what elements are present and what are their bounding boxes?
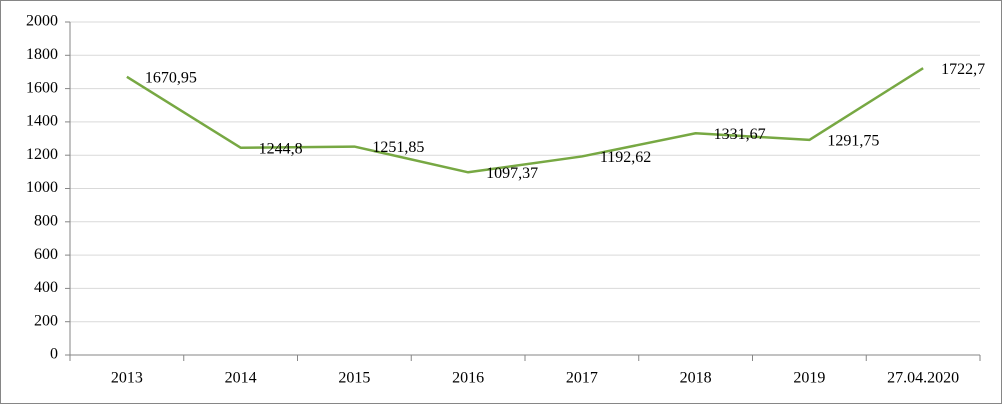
x-tick-label: 2015 — [338, 370, 370, 387]
y-tick-label: 1000 — [26, 179, 58, 196]
y-tick-label: 600 — [34, 246, 58, 263]
y-tick-label: 1200 — [26, 146, 58, 163]
x-tick-label: 2014 — [225, 370, 257, 387]
data-label: 1097,37 — [486, 165, 538, 182]
x-tick-label: 2017 — [566, 370, 598, 387]
data-label: 1722,7 — [941, 61, 985, 78]
data-label: 1251,85 — [372, 139, 424, 156]
x-tick-label: 2013 — [111, 370, 143, 387]
data-label: 1291,75 — [827, 133, 879, 150]
data-label: 1331,67 — [714, 126, 766, 143]
y-tick-label: 1800 — [26, 46, 58, 63]
x-tick-label: 2018 — [680, 370, 712, 387]
x-tick-label: 2019 — [793, 370, 825, 387]
data-label: 1244,8 — [259, 140, 303, 157]
x-tick-label: 27.04.2020 — [887, 370, 959, 387]
data-label: 1192,62 — [600, 149, 651, 166]
y-tick-label: 800 — [34, 212, 58, 229]
y-tick-label: 400 — [34, 279, 58, 296]
y-tick-label: 200 — [34, 312, 58, 329]
y-tick-label: 2000 — [26, 13, 58, 30]
y-tick-label: 1600 — [26, 79, 58, 96]
y-tick-label: 1400 — [26, 113, 58, 130]
data-line — [126, 67, 924, 174]
y-tick-label: 0 — [50, 346, 58, 363]
data-label: 1670,95 — [145, 69, 197, 86]
x-tick-label: 2016 — [452, 370, 484, 387]
